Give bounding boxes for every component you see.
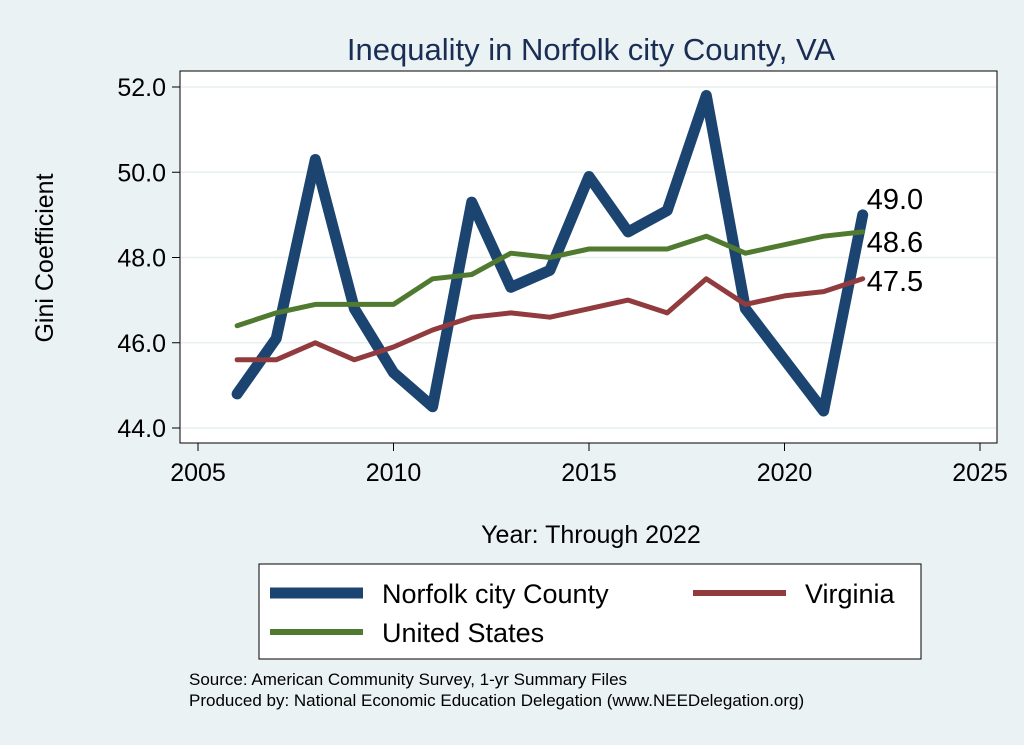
- x-tick-label: 2025: [952, 459, 1008, 487]
- legend-item-norfolk: Norfolk city County: [270, 579, 609, 609]
- axes: 44.0 46.0 48.0 50.0 52.0 2005 2010 2015 2020 2025: [117, 74, 1007, 487]
- legend-item-virginia: Virginia: [693, 579, 896, 609]
- series-lines: [231, 90, 869, 417]
- x-tick-label: 2010: [366, 459, 422, 487]
- end-label-virginia: 47.5: [867, 266, 923, 298]
- series-line-virginia: [234, 276, 866, 363]
- x-tick-label: 2015: [561, 459, 617, 487]
- y-axis-title: Gini Coefficient: [31, 173, 59, 342]
- y-tick-label: 52.0: [117, 74, 166, 102]
- legend-box: [258, 563, 922, 660]
- legend-item-united-states: United States: [270, 618, 544, 648]
- x-tick-label: 2005: [170, 459, 226, 487]
- y-tick-label: 48.0: [117, 245, 166, 273]
- legend-label-norfolk: Norfolk city County: [382, 579, 609, 609]
- y-tick-label: 46.0: [117, 330, 166, 358]
- source-note: Source: American Community Survey, 1-yr …: [189, 670, 627, 689]
- y-tick-label: 44.0: [117, 415, 166, 443]
- legend-label-virginia: Virginia: [805, 579, 896, 609]
- producer-note: Produced by: National Economic Education…: [189, 691, 804, 710]
- y-tick-label: 50.0: [117, 159, 166, 187]
- end-labels: 49.0 47.5 48.6: [867, 184, 923, 298]
- end-label-norfolk: 49.0: [867, 184, 923, 216]
- x-axis-title: Year: Through 2022: [481, 521, 701, 549]
- end-label-united-states: 48.6: [867, 227, 923, 259]
- series-line-norfolk: [231, 90, 869, 417]
- x-tick-label: 2020: [757, 459, 813, 487]
- legend-label-united-states: United States: [382, 618, 544, 648]
- series-line-united-states: [234, 229, 866, 329]
- chart-title: Inequality in Norfolk city County, VA: [347, 32, 835, 67]
